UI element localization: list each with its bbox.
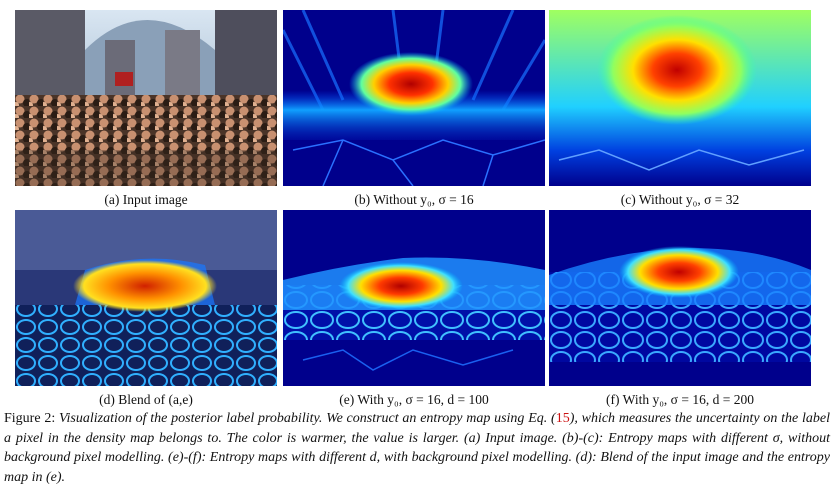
blend-map-d [15,210,277,386]
caption-text-2: ), which measures the uncertainty on the… [4,411,830,485]
label-panel-d: (d) Blend of (a,e) [99,392,193,407]
panel-c-entropy-map [549,10,811,186]
caption-text-1: Visualization of the posterior label pro… [58,411,556,426]
label-panel-c: (c) Without y₀, σ = 32 [620,192,740,207]
panel-f-entropy-map [549,210,811,386]
entropy-map-c [549,10,811,186]
label-panel-b: (b) Without y₀, σ = 16 [354,192,474,207]
panel-e-entropy-map [283,210,545,386]
entropy-map-f [549,210,811,386]
entropy-map-e [283,210,545,386]
panel-b-entropy-map [283,10,545,186]
figure-caption: Figure 2: Visualization of the posterior… [4,409,830,487]
label-panel-e: (e) With y₀, σ = 16, d = 100 [339,392,489,407]
crowd-photo [15,10,277,186]
label-panel-f: (f) With y₀, σ = 16, d = 200 [606,392,754,407]
panel-d-blend [15,210,277,386]
panel-a-input-image [15,10,277,186]
label-panel-a: (a) Input image [104,192,188,207]
entropy-map-b [283,10,545,186]
caption-label: Figure 2: [4,411,59,426]
equation-reference-link[interactable]: 15 [555,411,570,426]
